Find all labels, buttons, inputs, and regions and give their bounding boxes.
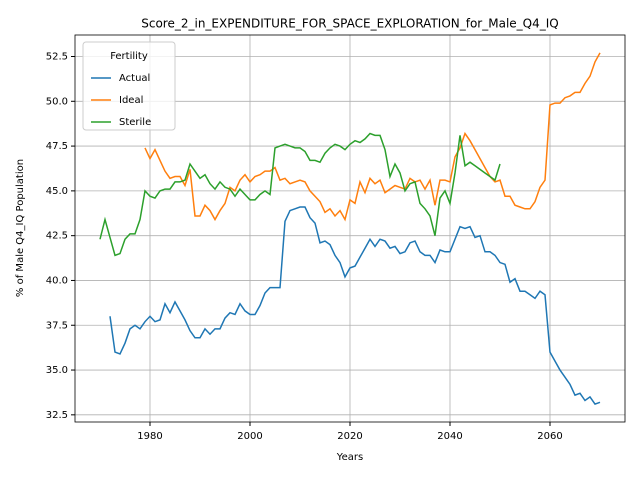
y-tick-label: 52.5: [46, 52, 68, 63]
y-tick-label: 45.0: [46, 186, 68, 197]
legend-box: [82, 41, 176, 131]
x-tick-label: 2060: [537, 431, 562, 442]
chart-title: Score_2_in_EXPENDITURE_FOR_SPACE_EXPLORA…: [141, 17, 558, 31]
y-tick-label: 50.0: [46, 96, 68, 107]
y-axis-label: % of Male Q4_IQ Population: [15, 159, 26, 297]
y-tick-label: 42.5: [46, 231, 68, 242]
y-tick-label: 47.5: [46, 141, 68, 152]
legend-title: Fertility: [110, 51, 148, 62]
y-tick-label: 32.5: [46, 410, 68, 421]
y-tick-label: 40.0: [46, 275, 68, 286]
legend-label: Actual: [119, 73, 150, 84]
x-tick-label: 2020: [337, 431, 362, 442]
plot-frame: [74, 34, 626, 423]
x-tick-label: 2000: [237, 431, 262, 442]
legend-label: Ideal: [119, 95, 143, 106]
legend: Fertility Actual Ideal Sterile: [82, 41, 176, 131]
x-tick-label: 1980: [137, 431, 162, 442]
legend-label: Sterile: [119, 117, 151, 128]
data-line: [109, 206, 601, 405]
data-line: [144, 52, 601, 222]
data-line: [99, 132, 501, 257]
y-tick-label: 37.5: [46, 320, 68, 331]
x-axis-label: Years: [336, 452, 363, 463]
x-tick-label: 2040: [437, 431, 462, 442]
y-tick-label: 35.0: [46, 365, 68, 376]
